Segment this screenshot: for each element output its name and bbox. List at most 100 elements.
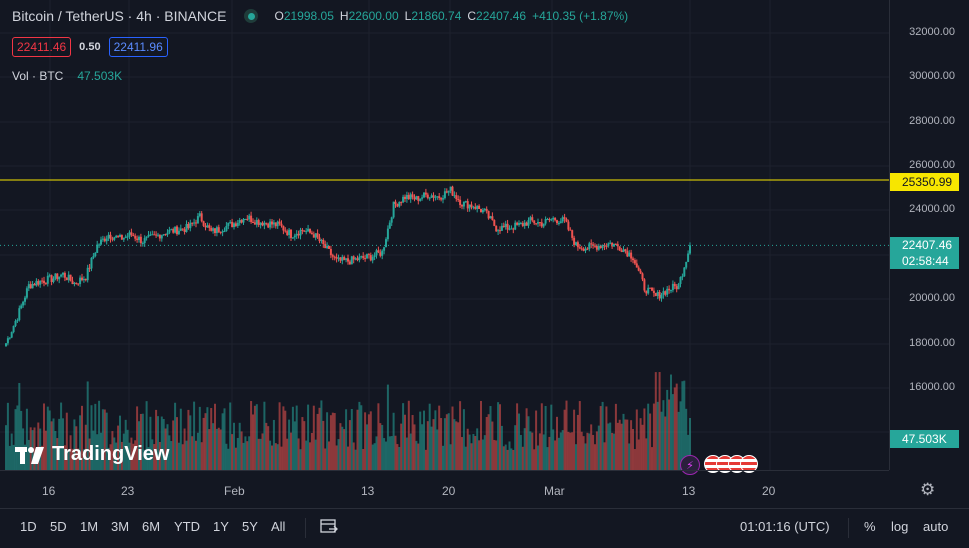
volume-bar [119,415,121,470]
price-label: 16000.00 [909,381,955,393]
ohlc-value: 21998.05 [283,9,334,23]
volume-bar [455,421,458,470]
candle-body [50,275,53,283]
volume-bar [202,417,205,470]
candle-body [518,223,520,225]
timeframe-1y[interactable]: 1Y [213,519,229,534]
volume-bar [58,418,61,470]
ohlc-value: 22600.00 [348,9,399,23]
price-label: 32000.00 [909,26,955,38]
volume-bar [176,417,178,470]
log-scale-toggle[interactable]: log [891,519,909,534]
candle-body [280,223,283,226]
volume-bar [337,439,340,470]
candle-body [607,243,610,247]
volume-bar [354,449,357,470]
candle-body [65,277,68,281]
candle-body [453,195,456,197]
time-label: 13 [682,484,696,498]
percent-scale-toggle[interactable]: % [864,519,876,534]
volume-bar [50,421,53,470]
sell-button[interactable]: 22411.46 [12,37,72,57]
time-scale[interactable]: 16 23 Feb 13 20 Mar 13 20 ⚙ [0,470,935,508]
utc-clock[interactable]: 01:01:16 (UTC) [740,519,830,534]
candle-body [428,197,431,199]
price-label: 30000.00 [909,70,955,82]
candle-body [356,258,359,261]
volume-bar [348,420,351,470]
volume-bar [567,431,570,470]
volume-bar [162,418,165,470]
candle-body [489,216,492,219]
volume-bar [113,437,116,470]
tradingview-watermark[interactable]: TradingView [14,443,169,466]
price-scale[interactable]: 32000.00 30000.00 28000.00 26000.00 24000.00… [889,0,969,470]
volume-bar [149,416,152,470]
volume-bar [449,444,452,470]
volume-bar [155,409,158,470]
candle-body [326,246,329,249]
volume-bar [170,441,173,470]
us-flag-event-icon[interactable] [740,455,758,473]
ohlc-value: 21860.74 [411,9,462,23]
candle-body [531,217,534,221]
candle-body [115,235,118,238]
auto-scale-toggle[interactable]: auto [923,519,949,534]
symbol-legend: Bitcoin / TetherUS · 4h · BINANCE O21998… [12,8,628,24]
candle-body [550,219,553,221]
candle-body [81,277,83,281]
candle-body [318,237,321,242]
symbol-title[interactable]: Bitcoin / TetherUS · 4h · BINANCE [12,8,227,24]
volume-bar [462,409,465,470]
candle-body [426,194,429,198]
timeframe-1m[interactable]: 1M [80,519,99,534]
volume-label[interactable]: Vol · BTC [12,69,64,83]
timeframe-all[interactable]: All [271,519,286,534]
volume-bar [333,413,336,470]
timeframe-5y[interactable]: 5Y [242,519,258,534]
volume-bar [438,405,441,470]
volume-bar [500,425,503,470]
volume-bar [177,442,180,470]
timeframe-1d[interactable]: 1D [20,519,37,534]
date-range-icon[interactable] [320,518,338,534]
candle-body [366,254,368,259]
candle-body [597,245,600,250]
ohlc-c: C22407.46 [467,9,526,23]
volume-bar [442,445,444,470]
volume-bar [291,406,294,470]
volume-bar [630,420,633,470]
candle-body [614,244,617,246]
timeframe-5d[interactable]: 5D [50,519,67,534]
volume-bar [43,403,45,470]
chart-pane[interactable]: Bitcoin / TetherUS · 4h · BINANCE O21998… [0,0,889,475]
volume-bar [77,448,80,470]
volume-bar [122,433,125,470]
candle-body [632,258,634,261]
candle-body [430,195,433,198]
candle-body [443,191,446,199]
ohlc-value: 22407.46 [476,9,527,23]
candle-body [219,232,222,234]
candlestick-chart[interactable] [0,0,889,470]
volume-bar [227,448,230,470]
volume-bar [563,409,566,470]
candle-body [271,221,273,225]
volume-bar [347,446,349,470]
timeframe-ytd[interactable]: YTD [174,519,200,534]
candle-body [495,225,498,232]
volume-bar [491,421,494,470]
volume-bar [250,401,253,470]
candle-body [143,238,146,244]
volume-bar [215,428,218,470]
candle-body [267,223,270,228]
candle-body [563,217,566,219]
candle-body [176,226,178,235]
volume-bar [557,437,560,470]
volume-bar [284,410,287,470]
timeframe-3m[interactable]: 3M [111,519,130,534]
candle-body [440,198,443,200]
settings-gear-icon[interactable]: ⚙ [920,480,936,499]
timeframe-6m[interactable]: 6M [142,519,161,534]
buy-button[interactable]: 22411.96 [108,37,168,57]
